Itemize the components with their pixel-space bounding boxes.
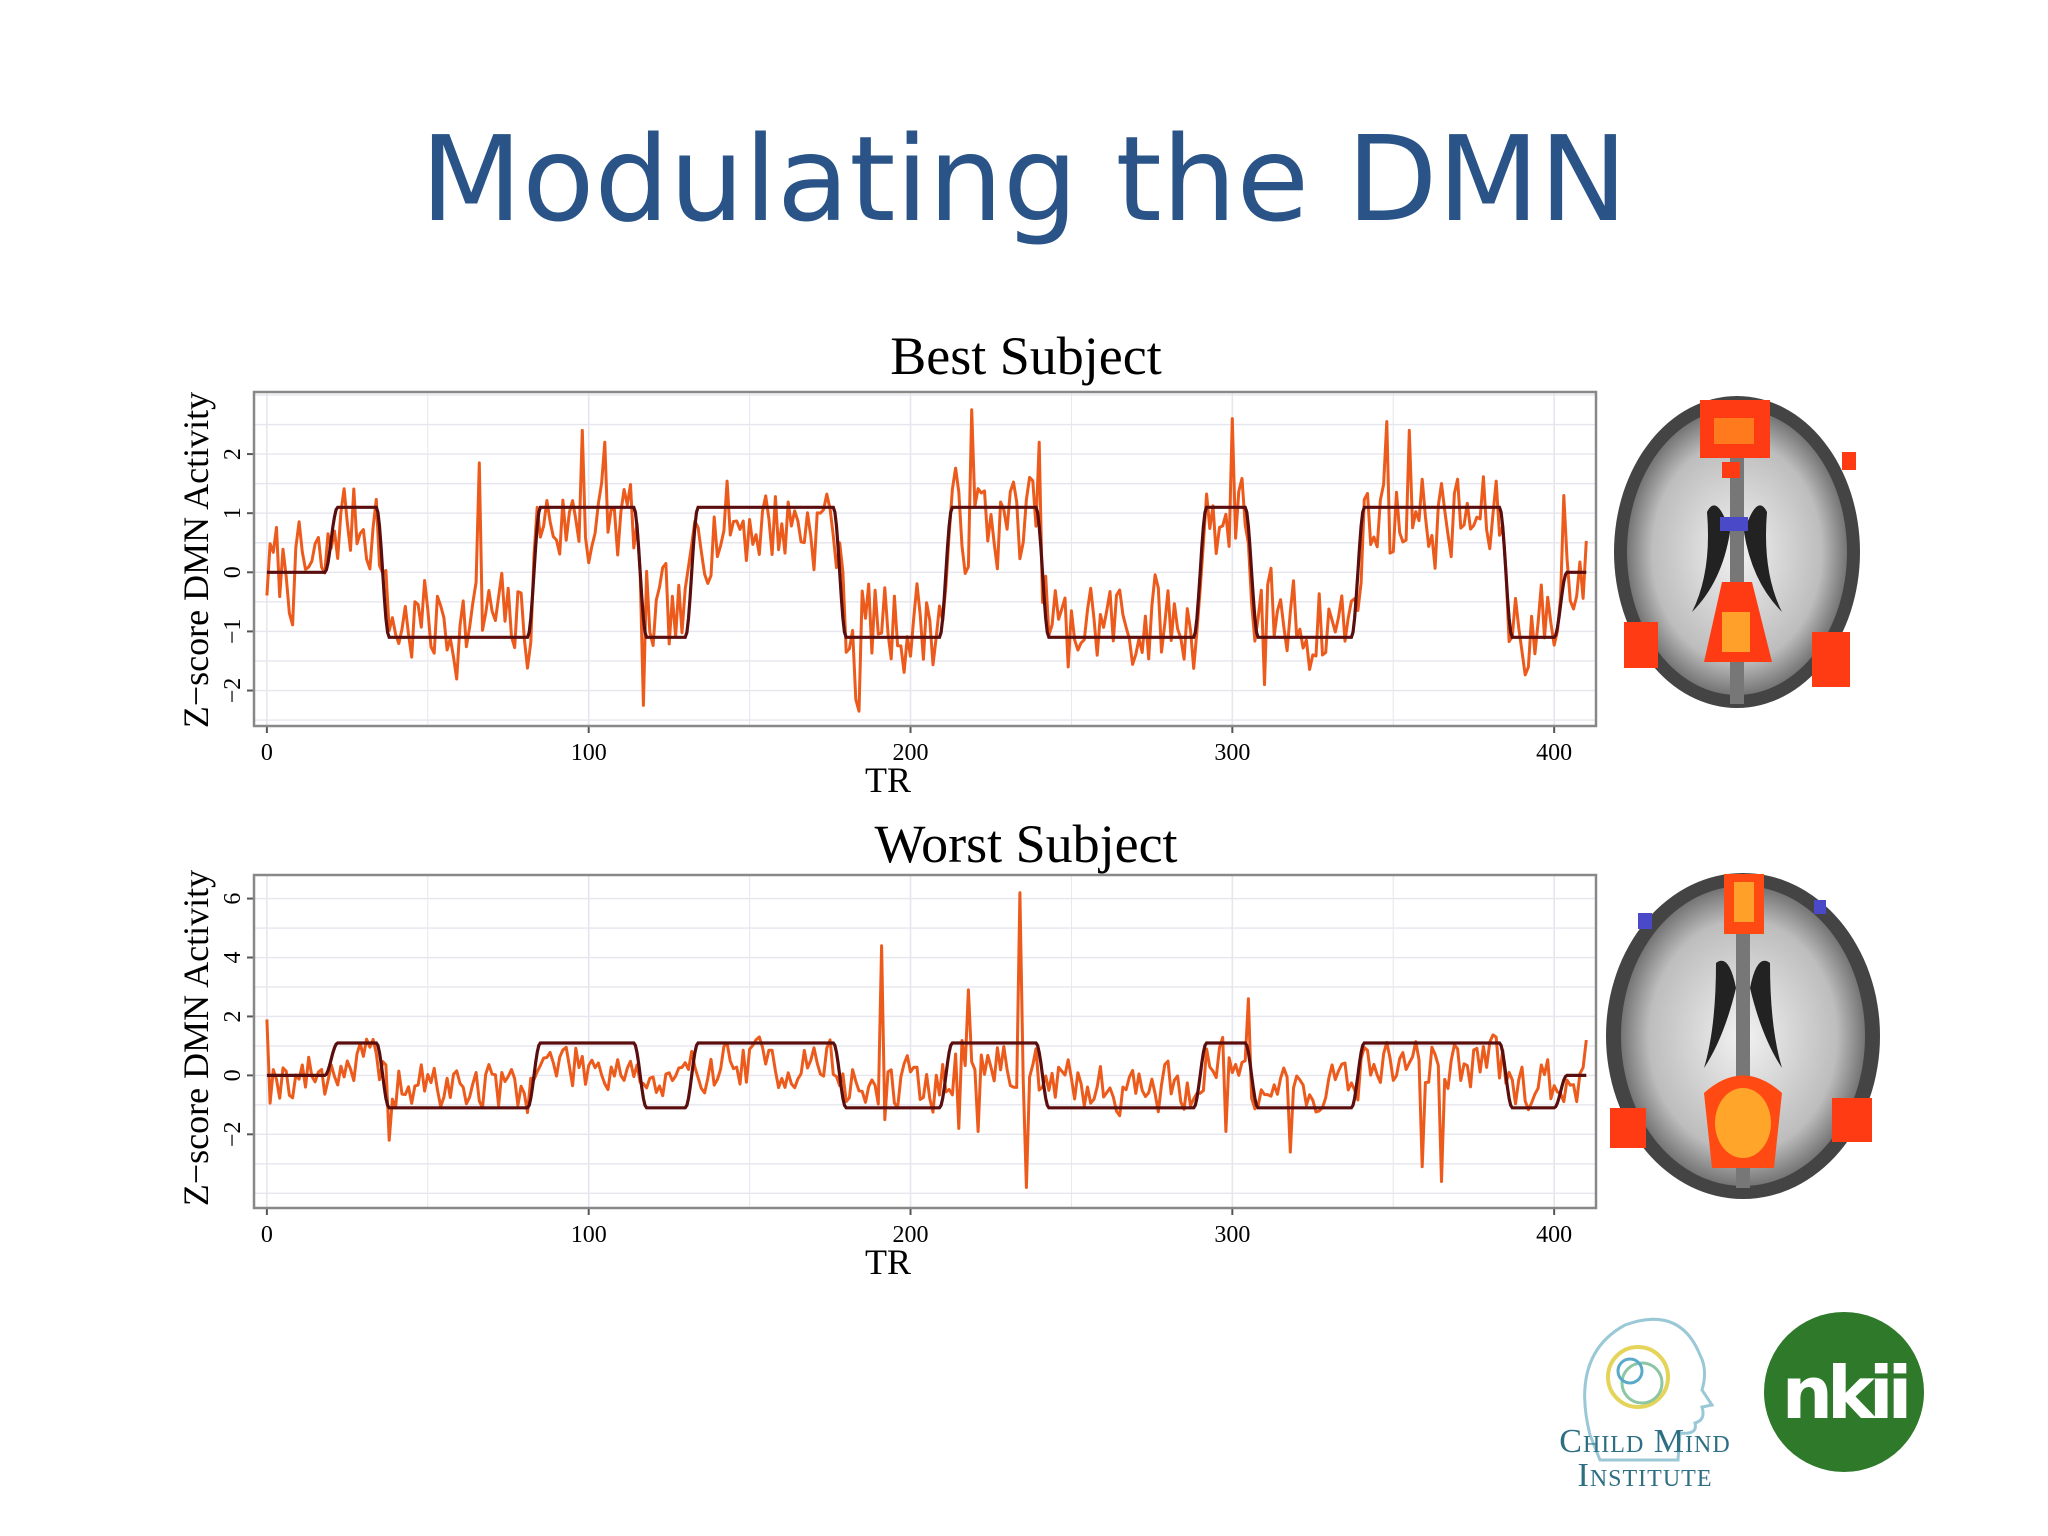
y-tick-label: 1 — [220, 507, 246, 519]
x-tick-label: 200 — [893, 740, 929, 766]
child-mind-institute-logo-icon — [1583, 1317, 1715, 1462]
y-tick-label: 0 — [220, 1069, 246, 1081]
plot-border — [252, 873, 1598, 1210]
y-tick-label: 2 — [220, 448, 246, 460]
slide-title: Modulating the DMN — [420, 110, 1628, 248]
model-series-line — [266, 505, 1587, 639]
x-tick-label: 300 — [1214, 1222, 1250, 1248]
x-tick-label: 0 — [261, 1222, 273, 1248]
x-axis-label: TR — [865, 1242, 911, 1282]
chart-title: Worst Subject — [874, 814, 1177, 874]
y-tick-label: 4 — [220, 952, 246, 964]
x-tick-label: 300 — [1214, 740, 1250, 766]
y-tick-label: 6 — [220, 893, 246, 905]
y-tick-label: −1 — [220, 619, 246, 645]
signal-series-line — [265, 891, 1588, 1189]
y-tick-label: 0 — [220, 566, 246, 578]
x-tick-label: 400 — [1536, 1222, 1572, 1248]
x-tick-label: 100 — [571, 740, 607, 766]
chart-title: Best Subject — [890, 326, 1161, 386]
y-tick-label: 2 — [220, 1010, 246, 1022]
plot-border — [252, 390, 1598, 728]
signal-series-line — [265, 408, 1588, 713]
child-mind-institute-logo-text: Child Mind Institute — [1559, 1423, 1731, 1494]
nkii-logo-icon: nkii — [1764, 1312, 1924, 1472]
worst-subject-chart: Worst Subject Z−score DMN Activity TR 0 1… — [176, 814, 1598, 1282]
y-tick-label: −2 — [220, 678, 246, 704]
x-tick-label: 100 — [571, 1222, 607, 1248]
x-axis-label: TR — [865, 760, 911, 800]
model-series-line — [266, 1041, 1587, 1110]
best-subject-chart: Best Subject Z−score DMN Activity TR 0 10… — [176, 326, 1598, 800]
x-tick-label: 400 — [1536, 740, 1572, 766]
y-axis-label: Z−score DMN Activity — [176, 870, 216, 1206]
brain-slice-worst-icon — [1606, 873, 1880, 1199]
y-tick-label: −2 — [220, 1122, 246, 1148]
y-axis-label: Z−score DMN Activity — [176, 392, 216, 728]
x-tick-label: 200 — [893, 1222, 929, 1248]
x-tick-label: 0 — [261, 740, 273, 766]
nkii-logo-text: nkii — [1782, 1351, 1907, 1435]
brain-slice-best-icon — [1614, 396, 1860, 708]
